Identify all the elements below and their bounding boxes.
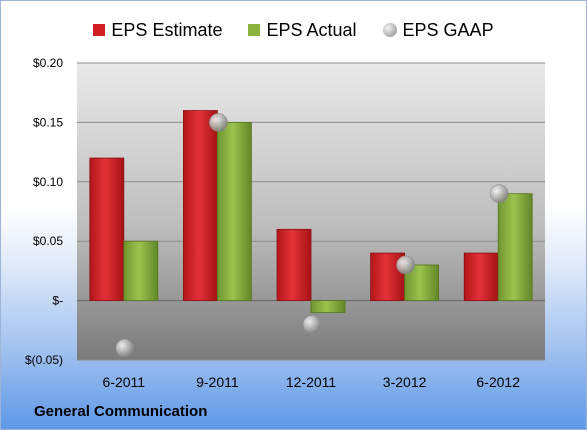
gaap-marker (302, 315, 322, 334)
gaap-marker (115, 338, 135, 358)
x-tick-label: 12-2011 (286, 374, 337, 390)
y-tick-label: $0.10 (33, 175, 63, 189)
estimate-bar (463, 252, 499, 302)
legend-swatch-gaap (382, 23, 397, 37)
y-tick-label: $(0.05) (25, 353, 63, 367)
estimate-bar (182, 110, 218, 301)
estimate-bar (276, 228, 312, 302)
gaap-marker (396, 255, 415, 275)
gaap-marker (209, 113, 228, 132)
legend-item-estimate: EPS Estimate (93, 17, 222, 43)
legend-swatch-estimate (93, 24, 106, 36)
actual-bar (497, 193, 533, 301)
y-tick-label: $0.05 (33, 234, 63, 248)
x-tick-label: 6-2012 (476, 374, 520, 390)
company-name: General Communication (34, 403, 208, 420)
legend-item-actual: EPS Actual (248, 17, 357, 43)
estimate-bar (370, 252, 406, 302)
x-tick-label: 6-2011 (103, 374, 146, 390)
legend-item-gaap: EPS GAAP (382, 17, 494, 43)
x-tick-label: 3-2012 (383, 374, 427, 390)
gaap-marker (489, 184, 509, 203)
y-tick-label: $0.20 (33, 56, 63, 70)
estimate-bar (89, 157, 125, 301)
actual-bar (216, 122, 252, 301)
legend: EPS Estimate EPS Actual EPS GAAP (1, 17, 586, 43)
legend-swatch-actual (248, 24, 261, 36)
legend-label-actual: EPS Actual (266, 19, 357, 40)
y-tick-label: $0.15 (33, 115, 63, 129)
actual-bar (310, 300, 346, 313)
legend-label-gaap: EPS GAAP (402, 19, 494, 40)
y-tick-label: $- (52, 294, 63, 308)
x-tick-label: 9-2011 (196, 374, 239, 390)
legend-label-estimate: EPS Estimate (111, 19, 223, 40)
actual-bar (123, 240, 159, 301)
